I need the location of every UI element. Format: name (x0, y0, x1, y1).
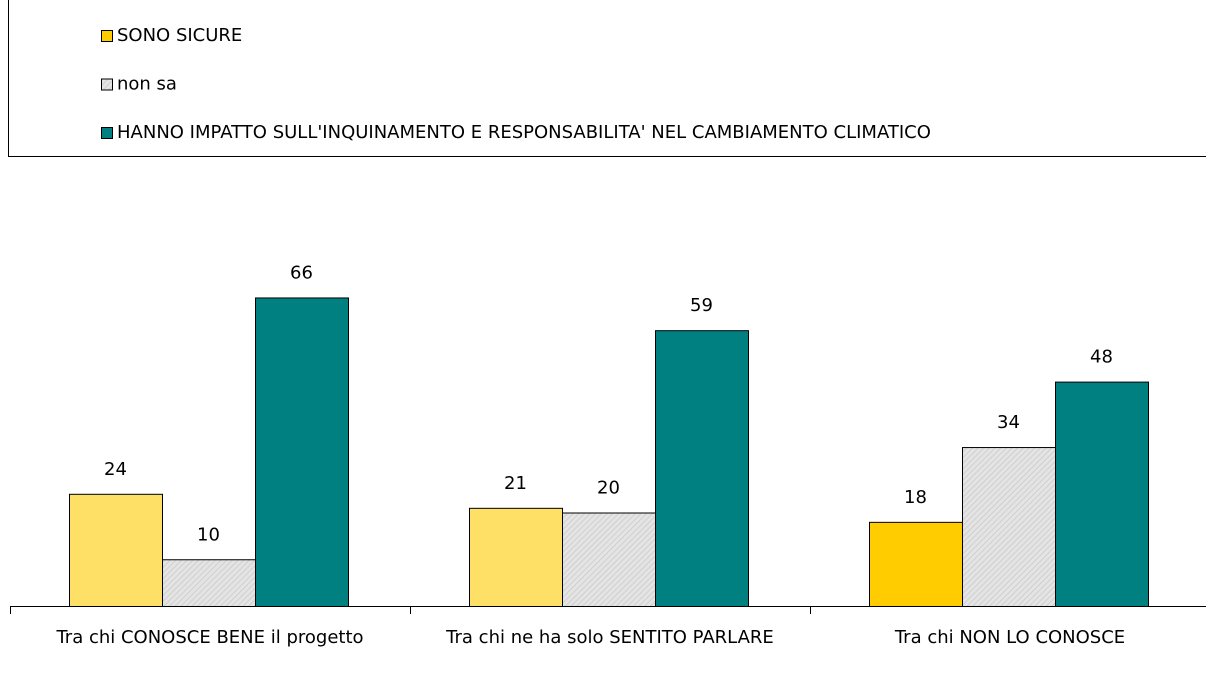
bar (655, 330, 749, 607)
legend-label: SONO SICURE (117, 25, 242, 46)
value-label: 24 (104, 459, 127, 480)
legend-label: non sa (117, 74, 177, 95)
legend-swatch (101, 78, 113, 91)
x-tick-label: Tra chi CONOSCE BENE il progetto (56, 627, 364, 648)
bar (962, 447, 1056, 607)
value-label: 20 (597, 478, 620, 499)
bar (562, 512, 656, 607)
legend-swatch (101, 30, 113, 42)
value-label: 21 (504, 473, 527, 494)
bar (255, 297, 349, 607)
bar (469, 507, 563, 608)
x-tick-label: Tra chi NON LO CONOSCE (894, 627, 1126, 648)
bar (869, 521, 963, 607)
value-label: 18 (904, 487, 927, 508)
value-label: 66 (290, 262, 313, 283)
x-tick-label: Tra chi ne ha solo SENTITO PARLARE (446, 627, 774, 648)
value-label: 10 (197, 524, 220, 545)
bar (1055, 381, 1149, 607)
value-label: 48 (1090, 347, 1113, 368)
legend-label: HANNO IMPATTO SULL'INQUINAMENTO E RESPON… (117, 122, 931, 143)
legend-swatch (101, 127, 113, 139)
bar (69, 493, 163, 607)
value-label: 59 (690, 295, 713, 316)
value-label: 34 (997, 412, 1020, 433)
legend-box (8, 0, 1206, 157)
bar (162, 559, 256, 607)
